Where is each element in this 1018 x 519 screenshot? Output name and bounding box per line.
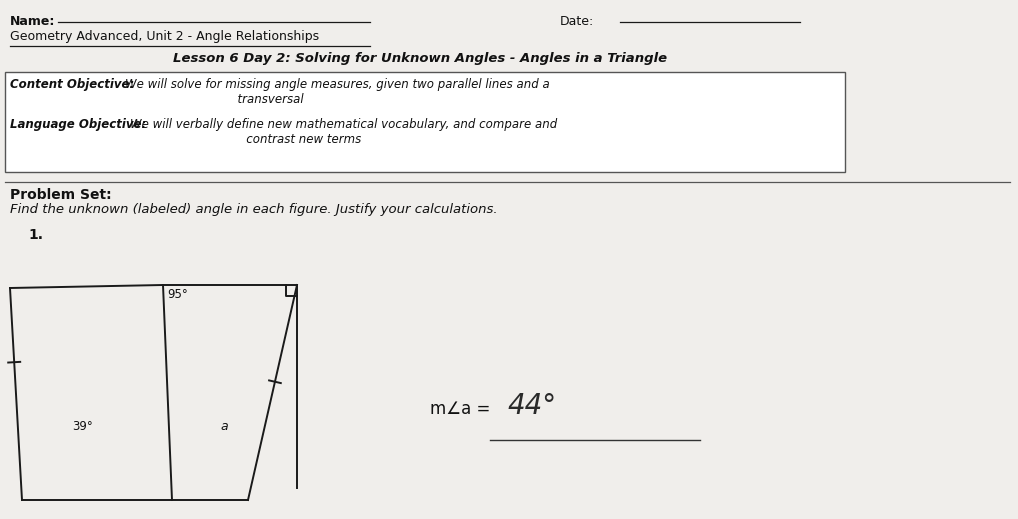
Text: 95°: 95° bbox=[167, 288, 187, 301]
Text: We will solve for missing angle measures, given two parallel lines and a
       : We will solve for missing angle measures… bbox=[125, 78, 550, 106]
Text: We will verbally define new mathematical vocabulary, and compare and
           : We will verbally define new mathematical… bbox=[130, 118, 557, 146]
Text: Content Objective:: Content Objective: bbox=[10, 78, 134, 91]
Text: 39°: 39° bbox=[72, 420, 93, 433]
Text: Date:: Date: bbox=[560, 15, 595, 28]
FancyBboxPatch shape bbox=[5, 72, 845, 172]
Text: a: a bbox=[220, 420, 228, 433]
Text: Find the unknown (labeled) angle in each figure. Justify your calculations.: Find the unknown (labeled) angle in each… bbox=[10, 203, 498, 216]
Text: m∠a =: m∠a = bbox=[430, 400, 491, 418]
Text: Lesson 6 Day 2: Solving for Unknown Angles - Angles in a Triangle: Lesson 6 Day 2: Solving for Unknown Angl… bbox=[173, 52, 667, 65]
Text: Name:: Name: bbox=[10, 15, 55, 28]
Text: Problem Set:: Problem Set: bbox=[10, 188, 112, 202]
Text: 1.: 1. bbox=[29, 228, 43, 242]
Text: Geometry Advanced, Unit 2 - Angle Relationships: Geometry Advanced, Unit 2 - Angle Relati… bbox=[10, 30, 319, 43]
Text: 44°: 44° bbox=[508, 392, 557, 420]
Text: Language Objective:: Language Objective: bbox=[10, 118, 147, 131]
